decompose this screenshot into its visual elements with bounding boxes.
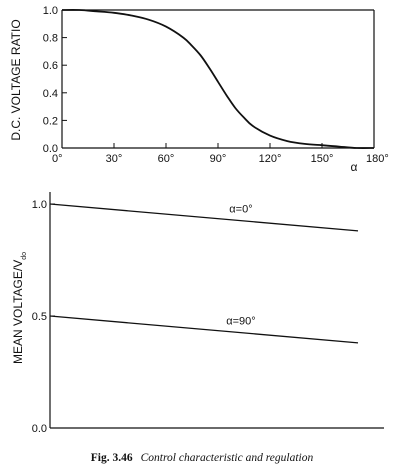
chart1-x-tick-label: 90°	[210, 153, 227, 165]
figure-number: Fig. 3.46	[90, 452, 133, 464]
chart1-x-tick-label: 60°	[158, 153, 175, 165]
chart1-y-tick-label: 0.0	[43, 143, 58, 155]
chart2-line-alpha-0	[49, 203, 359, 232]
chart2-y-axis-label-main: MEAN VOLTAGE/V	[11, 260, 25, 364]
chart2-line-alpha-90	[49, 315, 359, 344]
chart1-curve	[61, 9, 375, 149]
chart2-frame	[49, 192, 384, 429]
chart1-y-axis-label: D.C. VOLTAGE RATIO	[9, 19, 23, 140]
chart1-y-tick-label: 0.8	[43, 33, 58, 45]
chart2-y-tick-label: 0.5	[32, 311, 47, 323]
chart2-series	[49, 203, 359, 344]
chart1-x-tick-label: 180°	[366, 153, 389, 165]
regulation-chart: 0.0 0.5 1.0 α=0° α=90° MEAN VOLTAGE/Vdo	[11, 192, 384, 435]
chart1-x-tick-label: 150°	[311, 153, 334, 165]
chart1-x-ticks: 0° 30° 60° 90° 120° 150° 180°	[52, 143, 389, 165]
chart2-y-axis-label: MEAN VOLTAGE/Vdo	[11, 252, 28, 364]
chart1-y-tick-label: 0.4	[43, 88, 58, 100]
chart1-x-tick-label: 30°	[106, 153, 123, 165]
chart1-series	[61, 9, 375, 149]
chart2-curve-label: α=0°	[229, 204, 252, 216]
chart1-y-ticks: 0.0 0.2 0.4 0.6 0.8 1.0	[43, 5, 67, 155]
chart1-y-tick-label: 0.2	[43, 115, 58, 127]
chart2-curve-labels: α=0° α=90°	[226, 204, 255, 328]
chart2-y-ticks: 0.0 0.5 1.0	[32, 199, 55, 435]
control-characteristic-chart: 0.0 0.2 0.4 0.6 0.8 1.0 0° 30° 60° 90° 120° 150° 18…	[9, 5, 389, 174]
chart2-curve-label: α=90°	[226, 316, 255, 328]
chart2-y-axis-label-subscript: do	[21, 252, 28, 260]
chart1-x-axis-label: α	[351, 160, 358, 174]
chart1-y-tick-label: 1.0	[43, 5, 58, 17]
chart1-x-tick-label: 0°	[52, 153, 63, 165]
chart2-y-tick-label: 0.0	[32, 423, 47, 435]
figure-caption-text: Control characteristic and regulation	[140, 452, 314, 464]
chart1-frame	[61, 9, 375, 149]
chart1-y-tick-label: 0.6	[43, 60, 58, 72]
chart2-y-tick-label: 1.0	[32, 199, 47, 211]
figure-caption: Fig. 3.46 Control characteristic and regu…	[0, 452, 404, 464]
chart1-x-tick-label: 120°	[259, 153, 282, 165]
